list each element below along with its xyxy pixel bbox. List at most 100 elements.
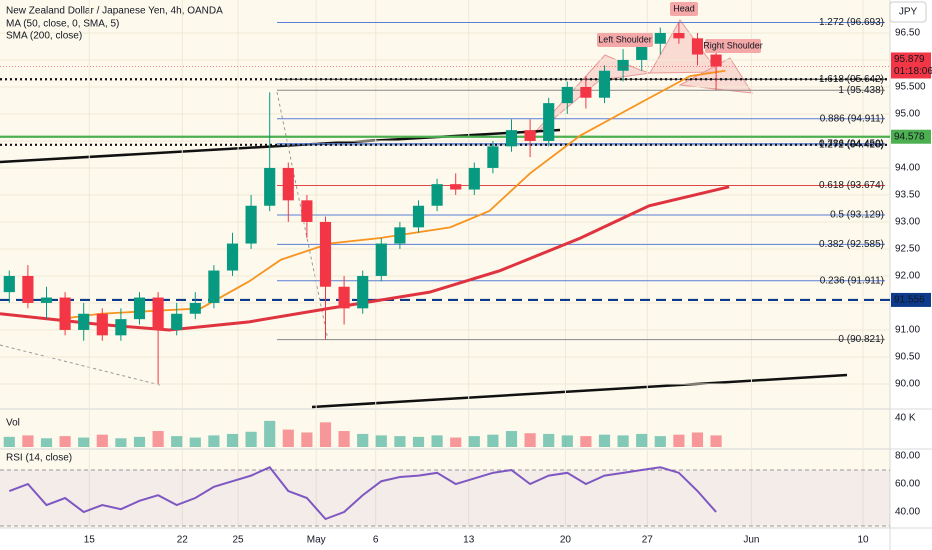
candle-body <box>561 86 573 104</box>
candle-body <box>543 103 555 141</box>
moving-average <box>0 185 730 332</box>
volume-bar <box>654 436 666 447</box>
volume-bar <box>115 438 127 447</box>
price-tag-label: 94.578 <box>894 131 925 142</box>
last-price-tag <box>891 52 931 79</box>
candle-body <box>598 70 611 98</box>
fib-label: 0.236 (91.911) <box>820 275 884 286</box>
candle-body <box>78 313 90 330</box>
candle-body <box>245 205 257 244</box>
volume-bar <box>96 434 108 447</box>
volume-bar <box>487 434 499 447</box>
chart-title: New Zealand Dollar / Japanese Yen, 4h, O… <box>6 6 223 17</box>
x-tick-label: May <box>307 535 326 546</box>
fib-label: 0.382 (92.585) <box>819 239 884 250</box>
volume-bar <box>543 433 555 447</box>
volume-bar <box>598 434 611 447</box>
y-tick-label: 93.00 <box>895 217 920 228</box>
x-tick-label: 22 <box>177 535 189 546</box>
candle-body <box>264 167 276 206</box>
candle-body <box>636 43 648 60</box>
price-tag <box>891 129 931 144</box>
volume-bar <box>710 435 722 447</box>
y-tick-label: 93.50 <box>895 190 920 201</box>
volume-bar <box>40 438 53 447</box>
candle-body <box>524 130 536 141</box>
volume-bar <box>394 436 406 447</box>
volume-bar <box>22 435 34 447</box>
candle-body <box>710 54 722 67</box>
fib-label: 0 (90.821) <box>838 334 884 345</box>
candle-body <box>115 319 127 336</box>
candle-body <box>189 302 201 314</box>
fib-label: 1 (95.438) <box>838 85 884 96</box>
fib-label: 0.886 (94.911) <box>820 113 884 124</box>
x-tick-label: 25 <box>233 535 245 546</box>
volume-bar <box>375 435 387 447</box>
volume-bar <box>189 437 201 447</box>
volume-bar <box>636 433 648 447</box>
annotation: Head <box>673 3 695 13</box>
candle-body <box>673 32 685 39</box>
volume-bar <box>691 432 704 447</box>
candle-body <box>487 146 499 168</box>
volume-bar <box>524 433 536 447</box>
y-tick-label: 80.00 <box>895 451 920 462</box>
candle-body <box>3 275 15 293</box>
x-tick-label: 27 <box>642 535 654 546</box>
volume-bar <box>468 436 480 447</box>
volume-bar <box>338 431 350 447</box>
y-tick-label: 40.00 <box>895 507 920 518</box>
annotation: Left Shoulder <box>598 34 652 44</box>
trend-line <box>0 128 561 164</box>
volume-bar <box>580 436 592 447</box>
candle-body <box>505 130 518 147</box>
candle-body <box>208 270 220 303</box>
candle-body <box>375 243 387 276</box>
candle-body <box>319 221 332 287</box>
candle-body <box>301 200 313 222</box>
candle-body <box>59 297 71 330</box>
x-tick-label: 13 <box>463 535 475 546</box>
fib-label: 1.272 (96.693) <box>819 17 884 28</box>
candle-body <box>152 297 164 330</box>
candle-body <box>171 313 183 330</box>
candle-body <box>338 286 350 309</box>
candle-body <box>617 59 629 71</box>
currency: JPY <box>899 7 918 18</box>
candle-body <box>40 297 53 303</box>
y-tick-label: 95.500 <box>895 82 926 93</box>
volume-bar <box>264 420 276 447</box>
y-tick-label: 90.50 <box>895 352 920 363</box>
volume-bar <box>171 436 183 447</box>
legend-entry: SMA (200, close) <box>6 31 82 42</box>
candle-body <box>282 167 294 201</box>
y-tick-label: 92.50 <box>895 244 920 255</box>
candle-body <box>468 167 480 190</box>
x-tick-label: Jun <box>743 535 759 546</box>
fib-label: 0.618 (93.674) <box>819 180 884 191</box>
volume-bar <box>357 433 369 447</box>
volume-title: Vol <box>6 418 20 429</box>
legend-entry: MA (50, close, 0, SMA, 5) <box>6 19 119 30</box>
x-tick-label: 20 <box>560 535 572 546</box>
x-tick-label: 10 <box>857 535 869 546</box>
annotation-box <box>670 2 698 16</box>
y-tick-label: 91.00 <box>895 325 920 336</box>
moving-average <box>59 69 726 321</box>
y-tick-label: 95.00 <box>895 109 920 120</box>
x-tick-label: 15 <box>84 535 96 546</box>
candle-body <box>96 313 108 336</box>
volume-bar <box>245 431 257 447</box>
volume-bar <box>78 437 90 447</box>
fib-label: 0.5 (93.129) <box>830 210 884 221</box>
annotation: Right Shoulder <box>703 40 763 50</box>
volume-bar <box>152 431 164 447</box>
price-tag <box>891 292 931 307</box>
candle-body <box>357 275 369 309</box>
currency-box[interactable] <box>889 1 927 23</box>
volume-bar <box>431 435 443 447</box>
y-tick-label: 96.50 <box>895 28 920 39</box>
y-tick-label: 92.00 <box>895 271 920 282</box>
